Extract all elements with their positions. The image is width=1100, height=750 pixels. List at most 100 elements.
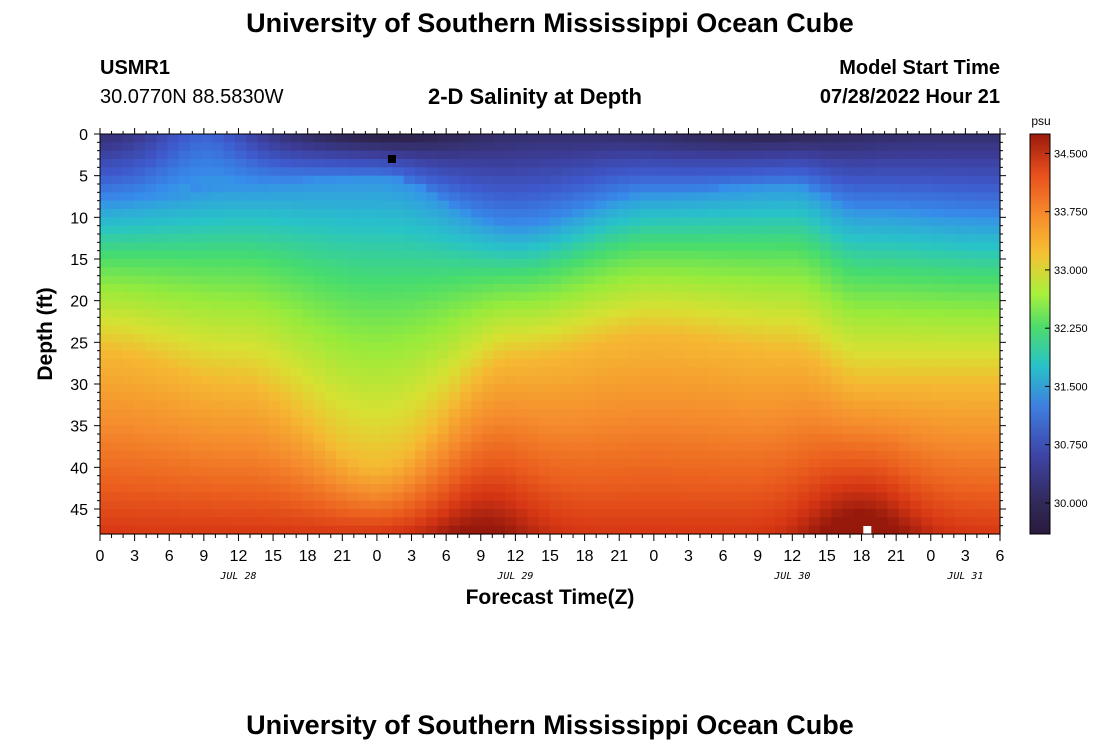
heat-cell — [752, 250, 765, 260]
heat-cell — [178, 467, 191, 477]
heat-cell — [640, 234, 652, 243]
heat-cell — [707, 192, 720, 202]
heat-cell — [392, 150, 405, 160]
heat-cell — [797, 300, 810, 310]
heat-cell — [730, 292, 742, 302]
heat-cell — [583, 134, 596, 143]
heat-cell — [707, 209, 720, 218]
heat-cell — [943, 384, 956, 393]
heat-cell — [111, 434, 124, 443]
heat-cell — [246, 225, 259, 235]
heat-cell — [347, 275, 360, 285]
heat-cell — [921, 525, 934, 535]
heat-cell — [662, 342, 675, 352]
heat-cell — [246, 517, 259, 527]
heat-cell — [955, 334, 967, 343]
heat-cell — [257, 525, 270, 535]
heat-cell — [516, 167, 529, 177]
heat-cell — [291, 400, 304, 410]
heat-cell — [246, 209, 259, 218]
heat-cell — [651, 259, 664, 268]
heat-cell — [943, 392, 956, 402]
heat-cell — [527, 267, 540, 277]
heat-cell — [358, 175, 371, 185]
heat-cell — [190, 425, 202, 435]
heat-cell — [392, 225, 405, 235]
heat-cell — [550, 175, 562, 185]
heat-cell — [943, 242, 956, 252]
heat-cell — [133, 367, 146, 377]
heat-cell — [741, 192, 754, 202]
heat-cell — [606, 334, 619, 343]
heat-cell — [640, 500, 652, 510]
heat-cell — [156, 359, 169, 368]
heat-cell — [718, 434, 731, 443]
heat-cell — [235, 259, 247, 268]
heat-cell — [842, 292, 855, 302]
heat-cell — [572, 134, 585, 143]
heat-cell — [100, 242, 112, 252]
heat-cell — [516, 350, 529, 360]
heat-cell — [831, 392, 844, 402]
heat-cell — [426, 300, 439, 310]
heat-cell — [235, 234, 247, 243]
heat-cell — [505, 317, 517, 327]
heat-cell — [977, 184, 990, 193]
heat-cell — [741, 275, 754, 285]
heat-cell — [347, 517, 360, 527]
heat-cell — [313, 159, 326, 168]
heat-cell — [865, 325, 877, 335]
heat-cell — [831, 325, 844, 335]
heat-cell — [910, 492, 922, 502]
heat-cell — [628, 375, 641, 385]
heat-cell — [347, 375, 360, 385]
heat-cell — [876, 175, 889, 185]
x-tick-label: 12 — [783, 548, 801, 565]
heat-cell — [865, 367, 877, 377]
heat-cell — [358, 359, 371, 368]
heat-cell — [617, 417, 630, 427]
heat-cell — [786, 259, 799, 268]
heat-cell — [606, 292, 619, 302]
heat-cell — [201, 500, 214, 510]
heat-cell — [583, 400, 596, 410]
heat-cell — [662, 459, 675, 468]
heat-cell — [786, 300, 799, 310]
heat-cell — [370, 492, 382, 502]
heat-cell — [876, 292, 889, 302]
heat-cell — [550, 400, 562, 410]
heat-cell — [527, 384, 540, 393]
heat-cell — [358, 150, 371, 160]
heat-cell — [302, 350, 315, 360]
heat-cell — [651, 500, 664, 510]
heat-cell — [156, 367, 169, 377]
heat-cell — [685, 284, 697, 293]
heat-cell — [111, 500, 124, 510]
heat-cell — [415, 500, 427, 510]
heat-cell — [853, 350, 866, 360]
heat-cell — [606, 392, 619, 402]
heat-cell — [302, 375, 315, 385]
heat-cell — [392, 409, 405, 418]
heat-cell — [583, 292, 596, 302]
heat-cell — [628, 334, 641, 343]
heat-cell — [763, 350, 776, 360]
heat-cell — [673, 359, 686, 368]
heat-cell — [145, 334, 157, 343]
heat-cell — [561, 459, 574, 468]
heat-cell — [347, 342, 360, 352]
heat-cell — [932, 200, 945, 210]
heat-cell — [122, 342, 135, 352]
heat-cell — [887, 425, 900, 435]
heat-cell — [898, 350, 911, 360]
heat-cell — [325, 209, 337, 218]
heat-cell — [122, 284, 135, 293]
heat-cell — [178, 192, 191, 202]
heat-cell — [235, 409, 247, 418]
heat-cell — [741, 417, 754, 427]
heat-cell — [797, 259, 810, 268]
heat-cell — [820, 217, 832, 227]
heat-cell — [662, 400, 675, 410]
heat-cell — [336, 417, 349, 427]
heat-cell — [212, 500, 225, 510]
